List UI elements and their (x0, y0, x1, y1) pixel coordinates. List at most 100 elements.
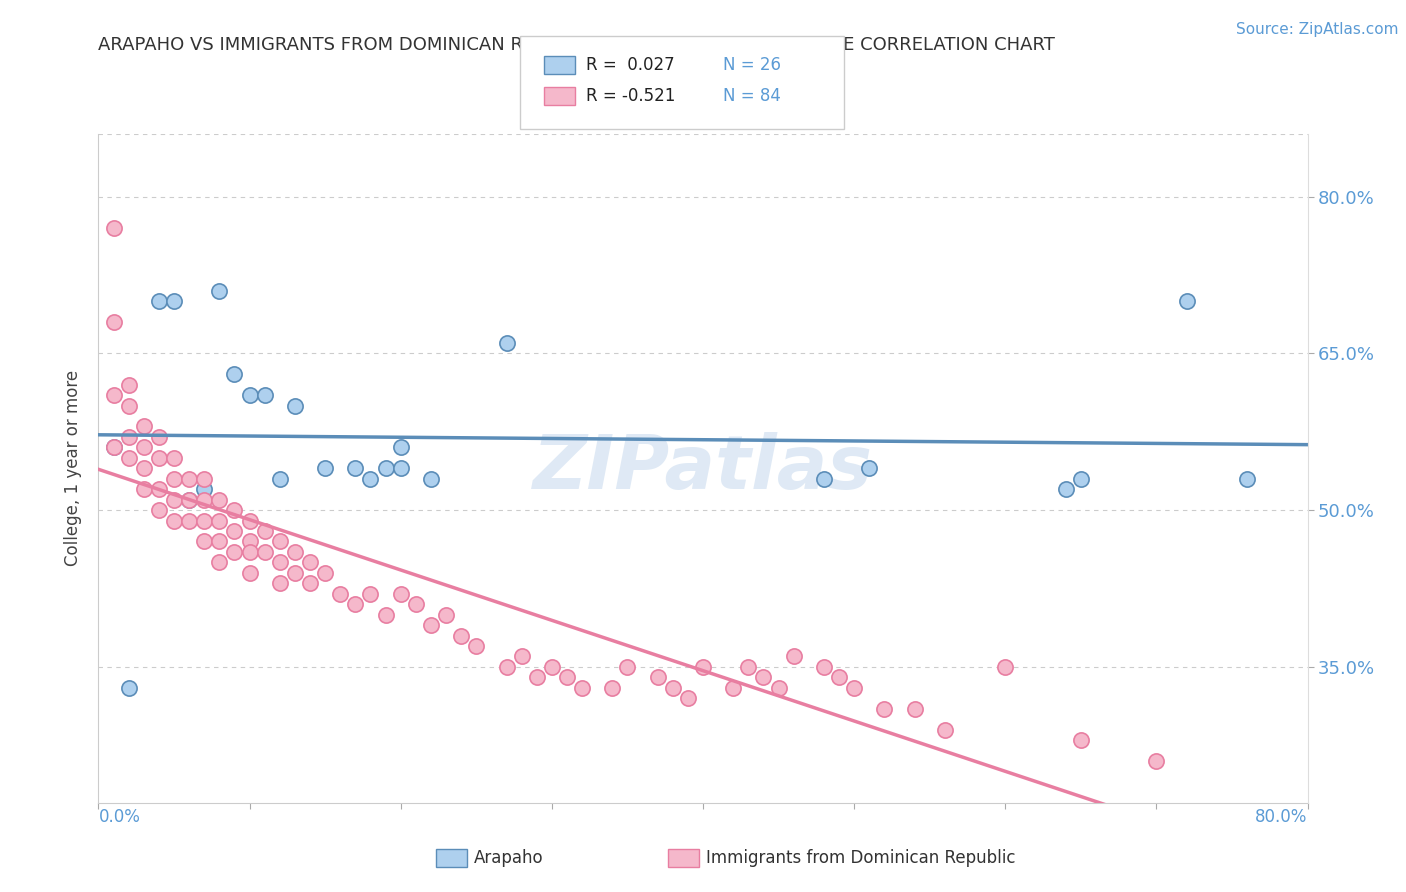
Point (148, 294, 170, 309)
Point (193, 514, 215, 528)
Point (118, 681, 141, 695)
Point (676, 691, 699, 706)
Point (269, 472, 291, 486)
Point (224, 503, 246, 517)
Point (737, 660, 759, 674)
Point (148, 503, 170, 517)
Point (284, 566, 307, 580)
Point (329, 587, 352, 601)
Point (132, 482, 155, 496)
Point (163, 450, 186, 465)
Point (465, 639, 488, 653)
Point (420, 472, 443, 486)
Point (723, 681, 745, 695)
Point (1236, 472, 1258, 486)
Text: R = -0.521: R = -0.521 (586, 87, 676, 105)
Point (132, 461, 155, 475)
Point (389, 441, 412, 455)
Text: ZIPatlas: ZIPatlas (533, 432, 873, 505)
Point (405, 597, 427, 611)
Point (269, 576, 291, 591)
Point (179, 514, 201, 528)
Point (193, 482, 215, 496)
Point (148, 450, 170, 465)
Point (148, 430, 170, 444)
Point (526, 670, 548, 684)
Point (239, 388, 262, 402)
Point (374, 461, 396, 475)
Point (299, 576, 322, 591)
Point (103, 315, 125, 329)
Point (208, 534, 231, 549)
Point (450, 628, 472, 642)
Point (208, 555, 231, 569)
Point (269, 534, 291, 549)
Point (179, 492, 201, 507)
Point (783, 649, 806, 664)
Point (103, 441, 125, 455)
Point (602, 681, 624, 695)
Point (752, 670, 775, 684)
Point (1144, 754, 1167, 768)
Point (132, 419, 155, 434)
Point (434, 607, 457, 622)
Text: ARAPAHO VS IMMIGRANTS FROM DOMINICAN REPUBLIC COLLEGE, 1 YEAR OR MORE CORRELATIO: ARAPAHO VS IMMIGRANTS FROM DOMINICAN REP… (98, 36, 1056, 54)
Text: R =  0.027: R = 0.027 (586, 56, 675, 74)
Point (224, 524, 246, 538)
Text: 0.0%: 0.0% (98, 808, 141, 826)
Point (239, 566, 262, 580)
Point (118, 377, 141, 392)
Point (239, 514, 262, 528)
Point (904, 702, 927, 716)
Point (934, 723, 956, 737)
Point (253, 388, 276, 402)
Point (873, 702, 896, 716)
Point (420, 618, 443, 632)
Point (163, 514, 186, 528)
Point (344, 597, 367, 611)
Point (314, 566, 336, 580)
Point (828, 670, 851, 684)
Point (389, 461, 412, 475)
Point (692, 660, 714, 674)
Text: Immigrants from Dominican Republic: Immigrants from Dominican Republic (706, 849, 1015, 867)
Point (994, 660, 1017, 674)
Point (239, 534, 262, 549)
Point (616, 660, 638, 674)
Point (163, 294, 186, 309)
Point (118, 399, 141, 413)
Point (1070, 472, 1092, 486)
Point (540, 660, 562, 674)
Point (555, 670, 578, 684)
Point (208, 492, 231, 507)
Point (193, 534, 215, 549)
Point (208, 514, 231, 528)
Point (163, 472, 186, 486)
Point (193, 492, 215, 507)
Point (344, 461, 367, 475)
Point (813, 660, 835, 674)
Text: Arapaho: Arapaho (474, 849, 544, 867)
Point (132, 441, 155, 455)
Point (179, 472, 201, 486)
Point (360, 472, 382, 486)
Text: Source: ZipAtlas.com: Source: ZipAtlas.com (1236, 22, 1399, 37)
Point (813, 472, 835, 486)
Point (148, 482, 170, 496)
Point (269, 555, 291, 569)
Point (389, 587, 412, 601)
Point (224, 368, 246, 382)
Y-axis label: College, 1 year or more: College, 1 year or more (65, 370, 83, 566)
Point (1070, 733, 1092, 747)
Point (224, 545, 246, 559)
Point (662, 681, 685, 695)
Point (360, 587, 382, 601)
Point (118, 430, 141, 444)
Point (1054, 482, 1077, 496)
Point (163, 492, 186, 507)
Point (284, 545, 307, 559)
Point (253, 545, 276, 559)
Point (314, 461, 336, 475)
Point (571, 681, 593, 695)
Point (103, 388, 125, 402)
